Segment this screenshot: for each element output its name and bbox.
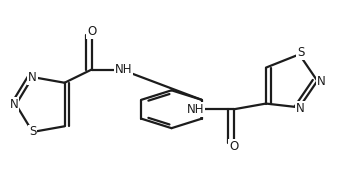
Text: S: S [297,46,304,59]
Text: N: N [317,75,326,88]
Text: N: N [296,102,305,115]
Text: O: O [229,140,239,153]
Text: NH: NH [187,103,204,116]
Text: S: S [29,125,36,138]
Text: N: N [9,98,18,111]
Text: N: N [28,71,37,84]
Text: NH: NH [115,63,132,76]
Text: O: O [87,25,96,38]
